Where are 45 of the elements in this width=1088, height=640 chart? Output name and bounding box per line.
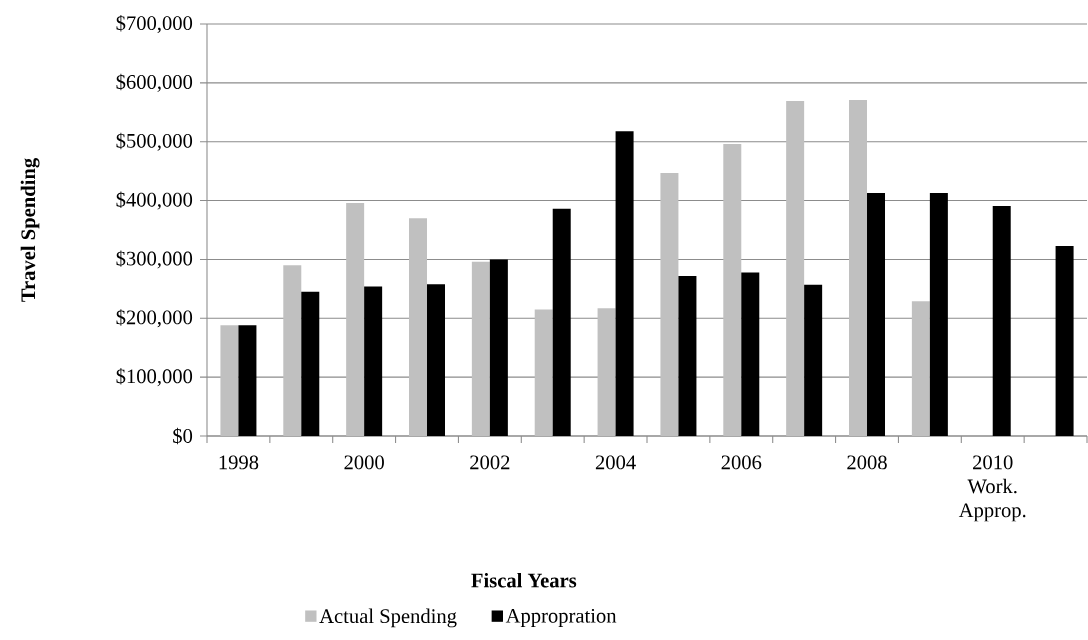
y-tick-label: $200,000 <box>116 309 193 328</box>
y-tick-label: $600,000 <box>116 73 193 92</box>
bar <box>471 261 490 436</box>
y-tick-label: $500,000 <box>116 132 193 151</box>
bar <box>929 192 948 436</box>
y-tick-label: $0 <box>173 427 193 445</box>
bar <box>741 272 760 436</box>
bar <box>409 218 428 436</box>
x-axis-title: Fiscal Years <box>471 572 577 588</box>
bar <box>849 99 868 436</box>
bar <box>597 308 616 436</box>
bar <box>301 291 320 436</box>
bar <box>804 284 823 436</box>
bar <box>489 259 508 436</box>
bar <box>283 265 302 436</box>
bar <box>660 172 679 436</box>
bar <box>364 286 383 436</box>
x-tick-label: 2008 <box>847 455 887 470</box>
y-tick-label: $300,000 <box>116 250 193 269</box>
x-tick-label: 2004 <box>595 455 636 470</box>
y-tick-label: $100,000 <box>116 368 193 387</box>
bar <box>1055 245 1074 436</box>
x-tick-label: 2010 Work. Approp. <box>958 455 1026 522</box>
legend-label: Actual Spending <box>319 608 457 628</box>
bar <box>992 205 1011 436</box>
bar <box>346 202 365 436</box>
bar <box>220 325 239 436</box>
bar <box>238 325 257 436</box>
bar <box>678 275 697 436</box>
bar <box>911 301 930 436</box>
x-tick-label: 1998 <box>219 455 259 470</box>
bar <box>615 131 634 436</box>
bar <box>427 284 446 436</box>
legend-label: Appropration <box>505 608 617 627</box>
x-tick-label: 2002 <box>470 455 510 470</box>
bar <box>867 192 886 436</box>
y-axis-title: Travel Spending <box>20 158 40 302</box>
bar <box>723 144 742 436</box>
y-tick-label: $400,000 <box>116 191 193 210</box>
bar <box>786 101 805 436</box>
y-tick-label: $700,000 <box>116 14 193 34</box>
bar <box>552 208 571 436</box>
x-tick-label: 2000 <box>344 455 384 470</box>
bar <box>534 309 553 436</box>
x-tick-label: 2006 <box>721 455 762 470</box>
